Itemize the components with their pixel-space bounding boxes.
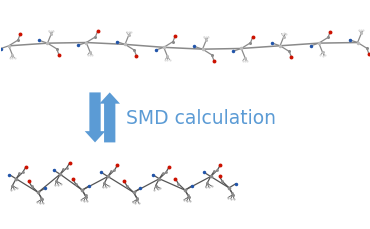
Polygon shape — [85, 93, 105, 143]
Polygon shape — [100, 93, 120, 143]
Text: SMD calculation: SMD calculation — [126, 109, 276, 127]
